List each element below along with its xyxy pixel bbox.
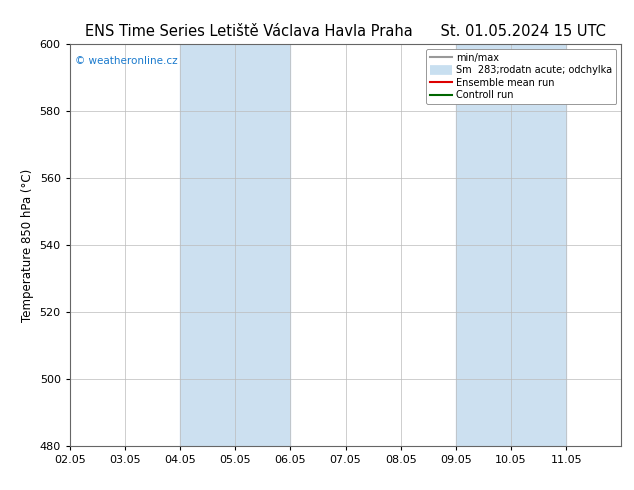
Title: ENS Time Series Letiště Václava Havla Praha      St. 01.05.2024 15 UTC: ENS Time Series Letiště Václava Havla Pr…	[85, 24, 606, 39]
Bar	[180, 44, 290, 446]
Text: © weatheronline.cz: © weatheronline.cz	[75, 56, 178, 66]
Y-axis label: Temperature 850 hPa (°C): Temperature 850 hPa (°C)	[21, 169, 34, 321]
Legend: min/max, Sm  283;rodatn acute; odchylka, Ensemble mean run, Controll run: min/max, Sm 283;rodatn acute; odchylka, …	[426, 49, 616, 104]
Bar	[456, 44, 566, 446]
